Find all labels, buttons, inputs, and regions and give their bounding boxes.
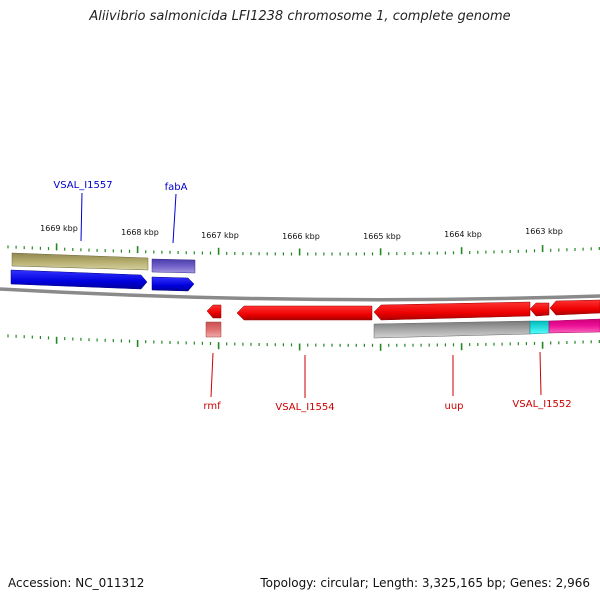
- feature-magenta[interactable]: [548, 318, 600, 334]
- gene-fabA-arrow[interactable]: [151, 276, 195, 292]
- bottom-gene-labels: rmf VSAL_I1554 uup VSAL_I1552: [203, 351, 572, 413]
- gene-vsal-i1557-arrow[interactable]: [10, 269, 148, 290]
- ruler-label-1667: 1667 kbp: [201, 231, 239, 240]
- accession-text: Accession: NC_011312: [8, 576, 145, 590]
- genome-summary-text: Topology: circular; Length: 3,325,165 bp…: [260, 576, 590, 590]
- leader-vsal-i1552: [539, 351, 542, 396]
- map-title: Aliivibrio salmonicida LFI1238 chromosom…: [89, 9, 511, 24]
- gene-next-arrow[interactable]: [549, 299, 600, 316]
- cds-uup[interactable]: [373, 320, 531, 339]
- ruler-labels: 1669 kbp 1668 kbp 1667 kbp 1666 kbp 1665…: [40, 224, 563, 241]
- ruler-label-1664: 1664 kbp: [444, 230, 482, 239]
- label-fabA[interactable]: fabA: [165, 182, 188, 193]
- ruler-label-1669: 1669 kbp: [40, 224, 78, 233]
- leader-rmf: [210, 352, 214, 398]
- leader-fabA: [172, 193, 177, 244]
- label-vsal-i1552[interactable]: VSAL_I1552: [512, 399, 571, 410]
- ruler-label-1663: 1663 kbp: [525, 227, 563, 236]
- cds-vsal-i1557[interactable]: [11, 252, 149, 271]
- label-rmf[interactable]: rmf: [203, 401, 221, 412]
- ruler-label-1665: 1665 kbp: [363, 232, 401, 241]
- leader-vsal-i1557: [80, 192, 83, 242]
- ruler-label-1666: 1666 kbp: [282, 232, 320, 241]
- ruler-label-1668: 1668 kbp: [121, 228, 159, 237]
- label-vsal-i1554[interactable]: VSAL_I1554: [275, 402, 334, 413]
- label-vsal-i1557[interactable]: VSAL_I1557: [53, 180, 112, 191]
- cds-fabA[interactable]: [151, 258, 196, 274]
- gene-vsal-i1554-arrow[interactable]: [236, 305, 373, 321]
- gene-uup-arrow[interactable]: [373, 301, 531, 321]
- gene-vsal-i1552-arrow[interactable]: [529, 302, 550, 317]
- feature-cyan[interactable]: [529, 320, 550, 335]
- cds-rmf[interactable]: [205, 321, 222, 338]
- label-uup[interactable]: uup: [444, 401, 463, 412]
- genome-backbone: [0, 287, 600, 302]
- outer-tick-ring: [7, 243, 600, 256]
- gene-rmf-arrow[interactable]: [206, 304, 222, 319]
- inner-tick-ring: [7, 334, 600, 351]
- top-gene-labels: VSAL_I1557 fabA: [53, 180, 188, 244]
